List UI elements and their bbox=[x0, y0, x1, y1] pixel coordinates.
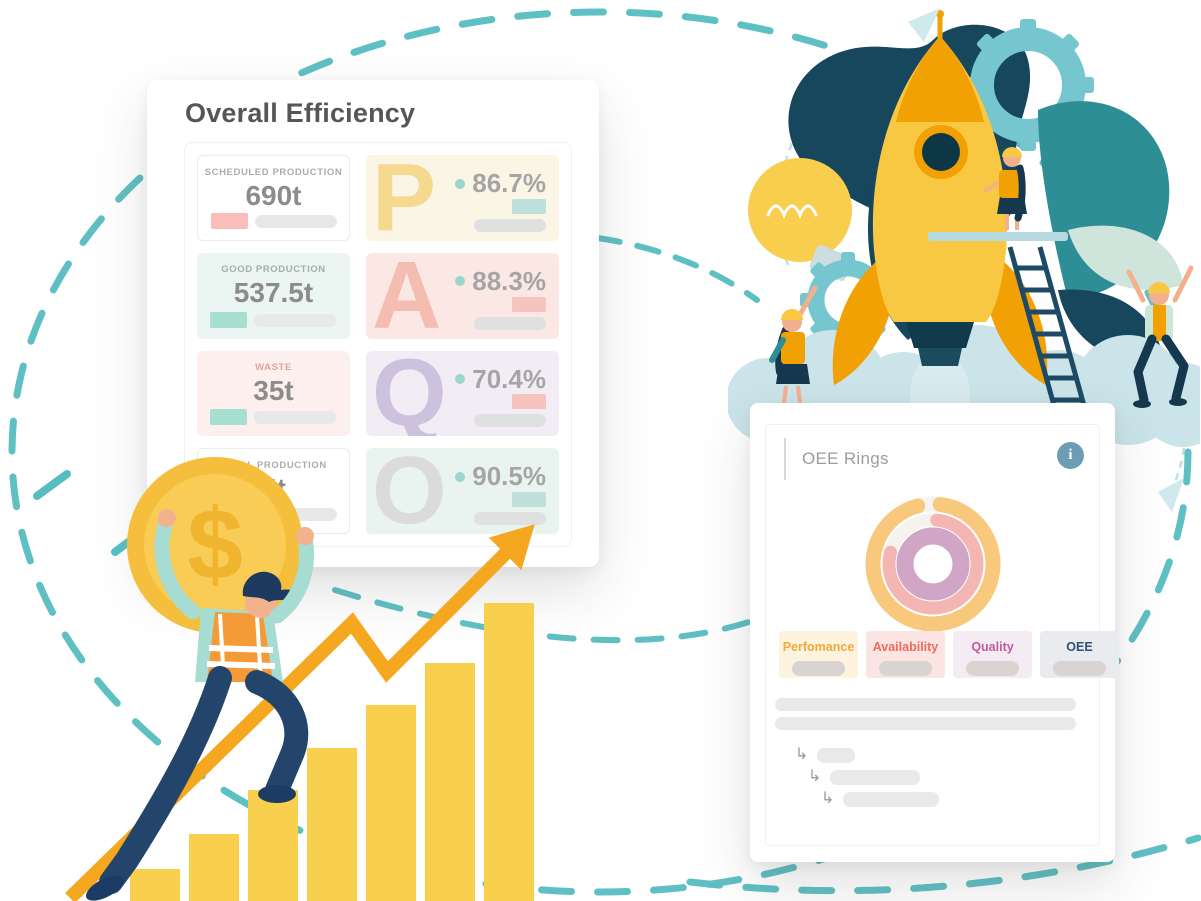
percent-dot-icon bbox=[455, 471, 466, 482]
tile-bar-accent bbox=[512, 394, 546, 410]
letter-tile-oee: O 90.5% bbox=[366, 448, 559, 534]
legend-value-placeholder bbox=[1053, 661, 1106, 676]
metric-bar-accent bbox=[210, 311, 247, 328]
oee-rings-chart bbox=[865, 496, 1001, 632]
ring-availability bbox=[882, 513, 984, 615]
worker-on-platform bbox=[984, 147, 1027, 230]
percent-dot-icon bbox=[455, 178, 466, 189]
legend-chip-quality[interactable]: Quality bbox=[953, 631, 1032, 678]
header-accent-line bbox=[784, 438, 786, 480]
tile-bar-placeholder bbox=[474, 316, 546, 330]
growth-arrow-icon bbox=[65, 524, 535, 901]
tile-bar-placeholder bbox=[474, 414, 546, 428]
worker-celebrating bbox=[1126, 265, 1194, 408]
worker-pointing bbox=[769, 285, 818, 412]
legend-chip-performance[interactable]: Perfomance bbox=[779, 631, 858, 678]
metric-value: 35t bbox=[253, 374, 294, 406]
metric-row-availability: GOOD PRODUCTION 537.5t A 88.3% bbox=[197, 252, 559, 339]
growth-climb-illustration: $ bbox=[33, 457, 535, 901]
legend-chip-oee[interactable]: OEE bbox=[1040, 631, 1119, 678]
percent-value: 70.4% bbox=[472, 363, 546, 394]
letter-tile-quality: Q 70.4% bbox=[366, 350, 559, 437]
metric-row-quality: WASTE 35t Q 70.4% bbox=[197, 350, 559, 437]
ring-performance bbox=[865, 496, 1001, 632]
branch-arrow-icon: ↳ bbox=[808, 768, 822, 785]
tile-bar-accent bbox=[512, 492, 546, 507]
legend-value-placeholder bbox=[879, 661, 932, 676]
percent-value: 88.3% bbox=[472, 265, 546, 296]
metric-bar-accent bbox=[210, 409, 247, 426]
oee-card-title: OEE Rings bbox=[802, 449, 889, 468]
letter-tile-availability: A 88.3% bbox=[366, 252, 559, 339]
legend-value-placeholder bbox=[792, 661, 845, 676]
paper-plane-icon bbox=[908, 8, 940, 42]
tile-bar-accent bbox=[512, 198, 546, 214]
metric-bar-accent bbox=[211, 212, 248, 229]
metric-bar-placeholder bbox=[254, 411, 336, 425]
ring-quality bbox=[896, 527, 970, 601]
tile-bar-placeholder bbox=[474, 218, 546, 232]
percent-dot-icon bbox=[455, 276, 466, 287]
metric-label: GOOD PRODUCTION bbox=[221, 263, 326, 275]
text-placeholder-bar bbox=[775, 698, 1076, 711]
rocket-icon bbox=[832, 10, 1048, 437]
percent-value: 90.5% bbox=[472, 461, 546, 492]
metric-card-scheduled-production: SCHEDULED PRODUCTION 690t bbox=[197, 155, 350, 241]
legend-label: Availability bbox=[872, 640, 939, 654]
stair-bars bbox=[130, 603, 534, 901]
metric-card-waste: WASTE 35t bbox=[197, 350, 350, 437]
oee-letter: A bbox=[372, 252, 442, 339]
metric-bar-placeholder bbox=[255, 214, 337, 228]
tile-bar-accent bbox=[512, 296, 546, 312]
percent-value: 86.7% bbox=[472, 168, 546, 198]
metric-row-performance: SCHEDULED PRODUCTION 690t P 86.7% bbox=[197, 155, 559, 241]
ladder-icon bbox=[1007, 246, 1091, 421]
branch-arrow-icon: ↳ bbox=[795, 746, 809, 763]
oee-rings-panel: OEE Rings i Perfomance Availability bbox=[765, 424, 1119, 846]
oee-letter: Q bbox=[372, 350, 447, 437]
metric-value: 537.5t bbox=[233, 276, 314, 308]
letter-tile-performance: P 86.7% bbox=[366, 155, 559, 241]
percent-dot-icon bbox=[455, 374, 466, 384]
paper-plane-icon bbox=[1158, 478, 1184, 512]
metric-bar-placeholder bbox=[254, 313, 336, 327]
metric-label: TOTAL PRODUCTION bbox=[220, 460, 327, 472]
legend-value-placeholder bbox=[966, 661, 1019, 676]
tile-bar-placeholder bbox=[474, 512, 546, 525]
coin-dollar-symbol: $ bbox=[187, 488, 243, 600]
leaf-decoration bbox=[1068, 225, 1183, 290]
text-placeholder-bar bbox=[775, 717, 1076, 730]
branch-placeholder bbox=[817, 747, 856, 763]
metric-value: 690t bbox=[245, 180, 302, 211]
platform-decoration bbox=[928, 232, 1068, 241]
branch-placeholder bbox=[830, 769, 921, 785]
info-icon[interactable]: i bbox=[1057, 442, 1084, 469]
card-title: Overall Efficiency bbox=[185, 98, 416, 128]
legend-chip-availability[interactable]: Availability bbox=[866, 631, 945, 678]
legend-label: Quality bbox=[971, 640, 1014, 654]
legend-label: Perfomance bbox=[782, 640, 855, 654]
oee-letter: O bbox=[372, 448, 447, 534]
metric-label: SCHEDULED PRODUCTION bbox=[204, 167, 343, 178]
overall-efficiency-card: Overall Efficiency SCHEDULED PRODUCTION … bbox=[147, 80, 599, 567]
worker-carrying-coin: $ bbox=[85, 457, 315, 901]
rings-legend: Perfomance Availability Quality OEE bbox=[779, 631, 1119, 678]
metric-card-good-production: GOOD PRODUCTION 537.5t bbox=[197, 252, 350, 339]
branch-arrow-icon: ↳ bbox=[821, 790, 835, 807]
branch-placeholder bbox=[843, 791, 940, 807]
legend-label: OEE bbox=[1066, 640, 1093, 654]
oee-rings-card: OEE Rings i Perfomance Availability bbox=[750, 403, 1119, 862]
efficiency-metrics-panel: SCHEDULED PRODUCTION 690t P 86.7% GOOD P… bbox=[184, 142, 572, 547]
oee-letter: P bbox=[372, 155, 437, 241]
metric-label: WASTE bbox=[255, 361, 292, 373]
